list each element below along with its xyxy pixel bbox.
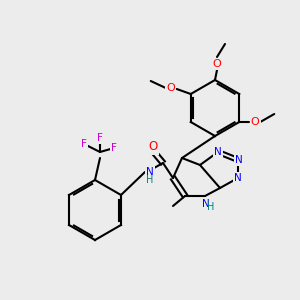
Text: O: O (167, 83, 175, 93)
Text: O: O (251, 117, 260, 127)
Text: N: N (146, 167, 154, 177)
Text: O: O (148, 140, 158, 154)
Text: N: N (214, 147, 222, 157)
Text: H: H (146, 175, 154, 185)
Text: H: H (207, 202, 215, 212)
Text: F: F (111, 143, 117, 153)
Text: F: F (97, 133, 103, 143)
Text: F: F (81, 139, 87, 149)
Text: N: N (202, 199, 210, 209)
Text: N: N (235, 155, 243, 165)
Text: O: O (213, 59, 221, 69)
Text: N: N (234, 173, 242, 183)
